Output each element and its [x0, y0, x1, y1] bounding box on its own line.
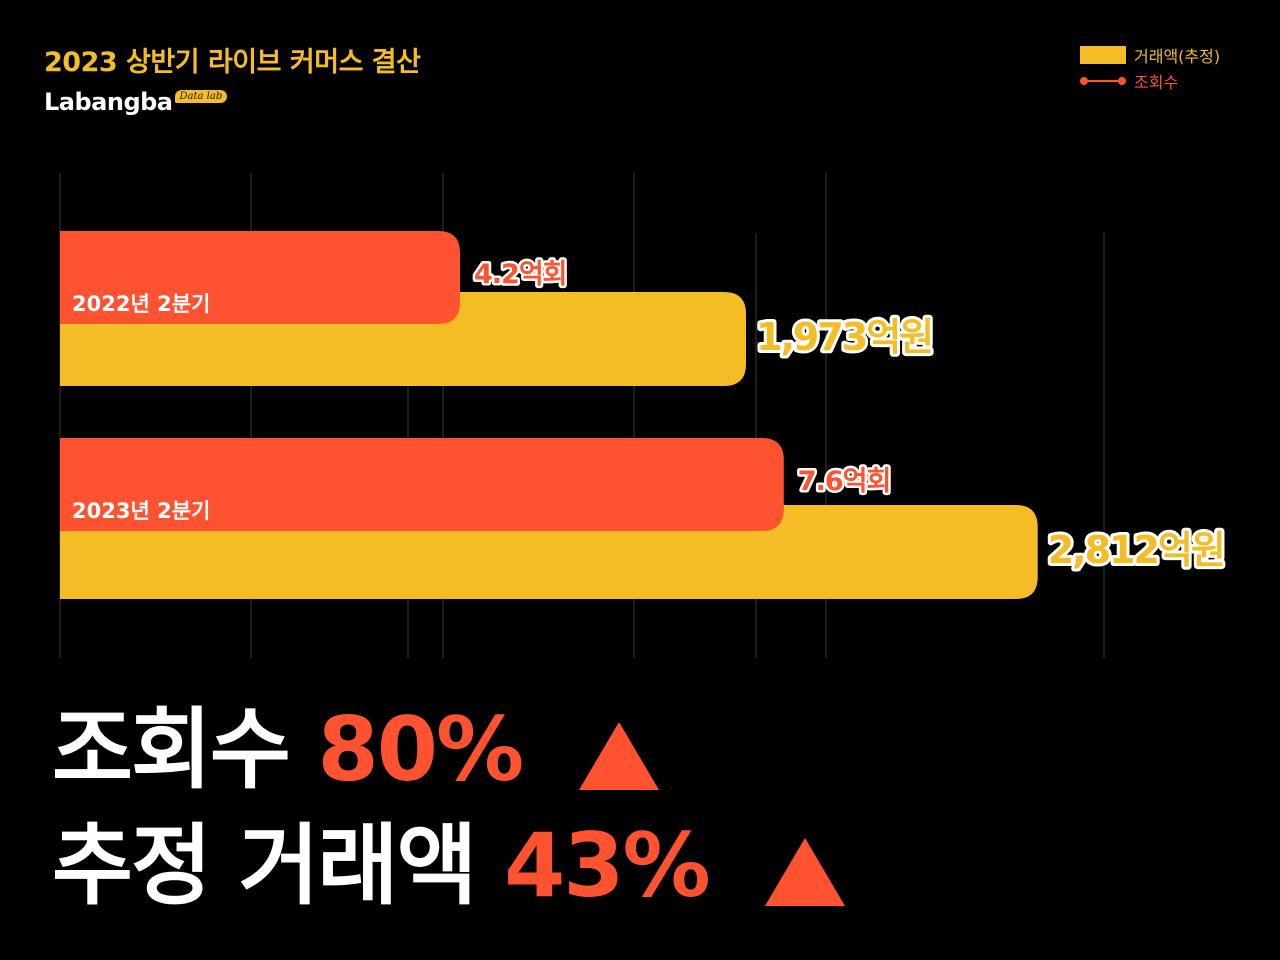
legend-swatch-amount: [1080, 46, 1126, 64]
amount-data-label: 1,973억원: [756, 315, 932, 359]
amount-data-label: 2,812억원: [1048, 528, 1224, 572]
views-bar: [60, 231, 460, 324]
legend-swatch-views: [1080, 72, 1126, 90]
legend: 거래액(추정) 조회수: [1080, 42, 1220, 94]
labangba-logo: Labangba Data lab: [44, 88, 228, 116]
legend-item-amount: 거래액(추정): [1080, 42, 1220, 68]
category-label: 2022년 2분기: [72, 292, 210, 316]
chart-title: 2023 상반기 라이브 커머스 결산: [44, 47, 421, 78]
views-data-label: 7.6억회: [798, 466, 891, 497]
summary-amount: 추정 거래액 43%: [52, 822, 846, 910]
views-bar: [60, 438, 784, 531]
legend-label-views: 조회수: [1134, 73, 1179, 92]
legend-label-amount: 거래액(추정): [1134, 47, 1221, 66]
summary-views: 조회수 80%: [52, 706, 659, 794]
bar-chart: 2022년 2분기 4.2억회 1,973억원 2023년 2분기 7.6억회 2,812…: [59, 173, 1229, 658]
summary-amount-value: 43%: [504, 814, 711, 917]
category-label: 2023년 2분기: [72, 499, 210, 523]
views-data-label: 4.2억회: [474, 259, 567, 290]
logo-tag: Data lab: [174, 90, 228, 103]
summary-views-label: 조회수: [52, 698, 291, 801]
up-triangle-icon: [578, 722, 659, 791]
summary-views-value: 80%: [317, 698, 525, 801]
summary-amount-label: 추정 거래액: [52, 814, 477, 917]
legend-item-views: 조회수: [1080, 68, 1220, 94]
up-triangle-icon: [765, 838, 846, 907]
logo-wordmark: Labangba: [44, 88, 173, 116]
